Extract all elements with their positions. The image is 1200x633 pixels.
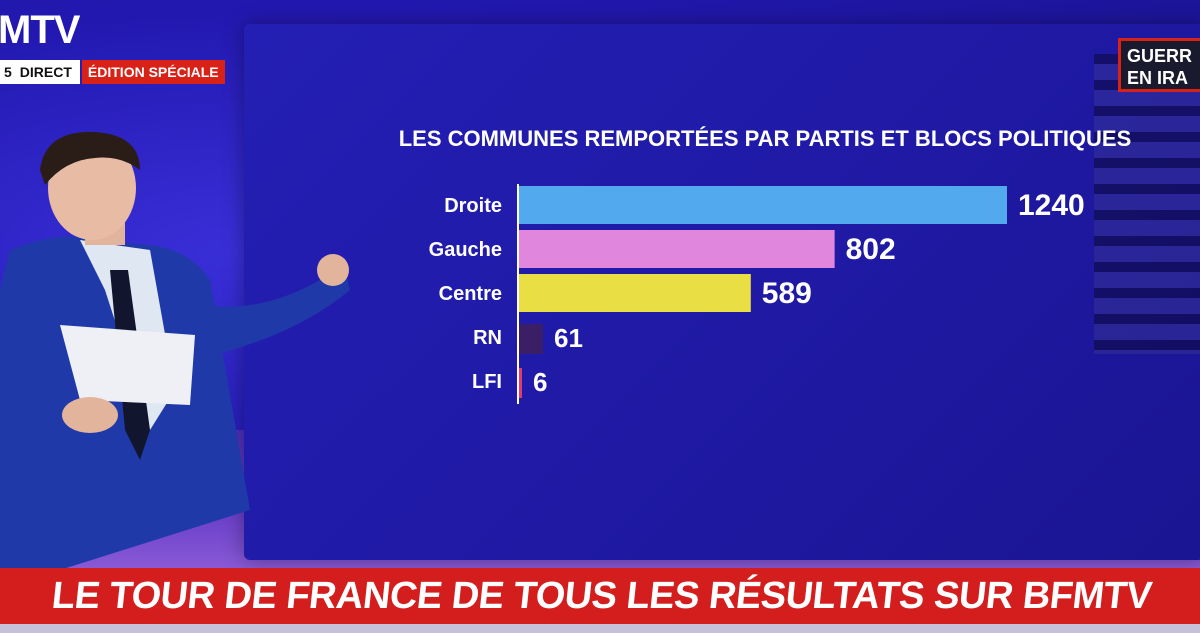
bar-droite bbox=[519, 186, 1007, 224]
chart-title: LES COMMUNES REMPORTÉES PAR PARTIS ET BL… bbox=[399, 126, 1132, 151]
category-label-centre: Centre bbox=[439, 283, 502, 305]
news-topic-line1: GUERR bbox=[1127, 46, 1193, 66]
presenter-figure bbox=[0, 131, 350, 570]
category-label-gauche: Gauche bbox=[429, 239, 502, 261]
category-label-lfi: LFI bbox=[472, 371, 502, 393]
studio-window bbox=[1094, 54, 1200, 354]
news-topic-line2: EN IRA bbox=[1127, 68, 1189, 88]
value-label-droite: 1240 bbox=[1018, 189, 1085, 222]
time-fragment: 5 bbox=[0, 60, 16, 84]
bar-lfi bbox=[519, 368, 522, 398]
direct-label: DIRECT bbox=[15, 60, 80, 84]
value-label-lfi: 6 bbox=[533, 367, 547, 397]
category-label-rn: RN bbox=[473, 327, 502, 349]
news-topic-tag: GUERR EN IRA bbox=[1118, 38, 1200, 92]
value-label-centre: 589 bbox=[762, 277, 812, 310]
category-label-droite: Droite bbox=[444, 195, 502, 217]
channel-logo: MTV bbox=[0, 8, 80, 52]
live-bar: 5 DIRECT ÉDITION SPÉCIALE bbox=[0, 60, 225, 84]
ticker-underline bbox=[0, 624, 1200, 633]
bar-centre bbox=[519, 274, 751, 312]
news-ticker: LE TOUR DE FRANCE DE TOUS LES RÉSULTATS … bbox=[0, 568, 1200, 624]
value-label-gauche: 802 bbox=[846, 233, 896, 266]
ticker-text: LE TOUR DE FRANCE DE TOUS LES RÉSULTATS … bbox=[49, 575, 1154, 617]
value-label-rn: 61 bbox=[554, 323, 583, 353]
bar-rn bbox=[519, 324, 544, 354]
bar-gauche bbox=[519, 230, 835, 268]
edition-badge: ÉDITION SPÉCIALE bbox=[81, 60, 225, 84]
